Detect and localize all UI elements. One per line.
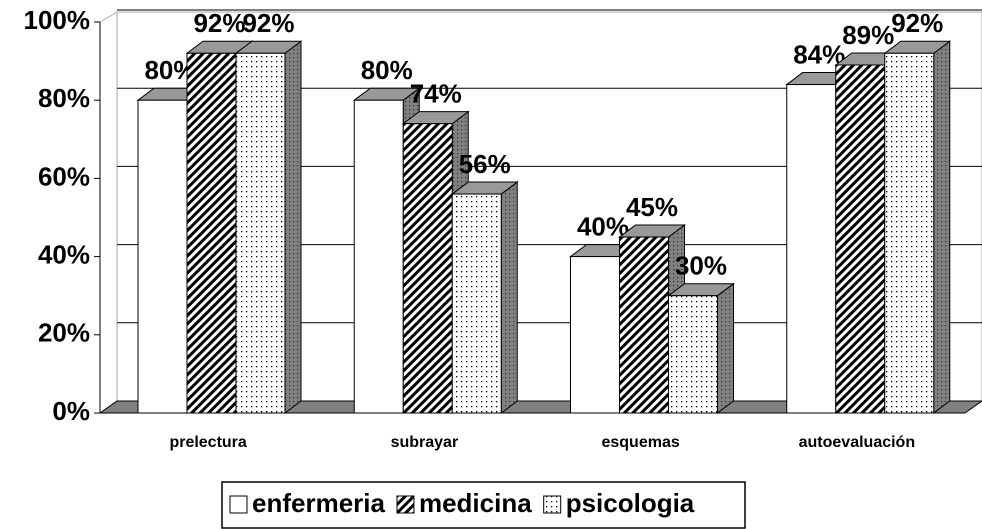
bar-side (500, 181, 518, 414)
value-label: 92% (891, 8, 943, 38)
legend-label: enfermeria (252, 488, 385, 518)
bar-side (717, 282, 734, 414)
legend-swatch (543, 495, 562, 514)
y-tick-label: 40% (38, 239, 90, 269)
legend-label: medicina (419, 488, 532, 518)
y-tick-label: 60% (38, 161, 90, 191)
bar (353, 99, 404, 414)
legend-swatch (229, 495, 248, 514)
bar (402, 123, 453, 414)
value-label: 30% (675, 251, 727, 281)
bar (668, 295, 718, 414)
bar (619, 236, 669, 414)
value-label: 80% (361, 55, 413, 85)
value-label: 92% (193, 8, 245, 38)
legend-label: psicologia (566, 488, 695, 518)
y-tick-label: 80% (38, 83, 90, 113)
x-tick-label: prelectura (169, 434, 246, 451)
x-tick-label: subrayar (391, 434, 459, 451)
x-tick-label: esquemas (601, 434, 679, 451)
y-tick-label: 20% (38, 318, 90, 348)
value-label: 89% (842, 20, 894, 50)
value-label: 56% (459, 149, 511, 179)
bar (835, 64, 886, 414)
legend-box (221, 481, 746, 529)
value-label: 74% (410, 79, 462, 109)
bar (235, 52, 286, 414)
bar (786, 84, 837, 414)
value-label: 92% (242, 8, 294, 38)
bar (884, 52, 935, 414)
side-wall (99, 11, 118, 414)
bar (570, 256, 620, 414)
legend-swatch (396, 495, 415, 514)
bar (186, 52, 237, 414)
bar-side (933, 40, 951, 414)
x-tick-label: autoevaluación (799, 434, 915, 451)
bar (451, 193, 502, 414)
value-label: 45% (626, 192, 678, 222)
bar (137, 99, 188, 414)
y-tick-label: 0% (52, 396, 90, 426)
bar-side (284, 40, 302, 414)
y-tick-label: 100% (24, 5, 91, 35)
